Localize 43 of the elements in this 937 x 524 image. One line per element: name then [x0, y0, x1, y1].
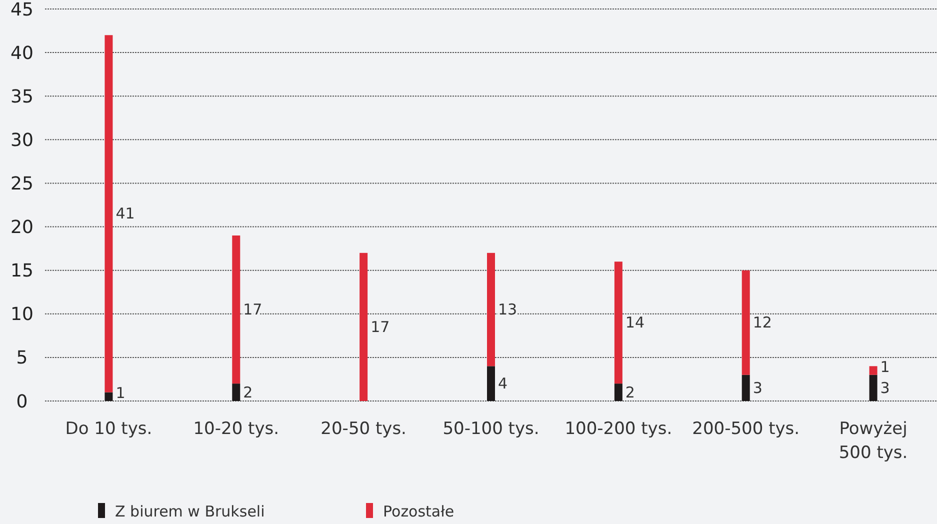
x-tick-label: 20-50 tys. [320, 419, 406, 439]
y-tick-label: 30 [10, 130, 34, 151]
y-tick-label: 10 [10, 304, 34, 326]
data-label: 2 [625, 383, 635, 402]
data-label: 12 [752, 314, 772, 332]
data-label: 3 [880, 378, 890, 397]
bar [360, 252, 368, 401]
data-label: 4 [498, 374, 508, 393]
bar [232, 235, 240, 384]
x-tick-label: 50-100 tys. [442, 419, 540, 439]
y-tick-label: 0 [16, 391, 28, 412]
data-label: 14 [625, 314, 645, 332]
x-tick-label: 10-20 tys. [193, 419, 280, 439]
data-label: 1 [116, 384, 126, 402]
legend-label: Pozostałe [383, 502, 454, 520]
y-tick-label: 20 [10, 217, 34, 238]
y-tick-label: 45 [10, 0, 34, 20]
x-tick-label: 100-200 tys. [564, 419, 672, 439]
bar [614, 384, 622, 401]
data-label: 1 [880, 358, 890, 376]
x-tick-label: Do 10 tys. [65, 419, 152, 439]
y-tick-label: 5 [16, 348, 28, 369]
bar [487, 366, 495, 401]
x-tick-label: 200-500 tys. [692, 419, 800, 439]
bar [104, 392, 113, 401]
bar [869, 366, 878, 375]
data-label: 3 [752, 378, 762, 397]
y-tick-label: 15 [10, 260, 34, 282]
data-label: 2 [243, 383, 253, 402]
y-tick-label: 35 [10, 86, 34, 108]
bar [869, 374, 878, 401]
bar [742, 374, 750, 401]
bar [614, 262, 622, 384]
bar [104, 35, 113, 392]
y-tick-label: 25 [10, 174, 34, 195]
bar [232, 384, 240, 401]
data-label: 17 [370, 318, 390, 336]
bar [742, 270, 750, 375]
x-tick-label: Powyżej 500 tys. [838, 419, 908, 463]
bar [487, 252, 495, 366]
data-label: 41 [116, 204, 135, 223]
y-tick-label: 40 [10, 42, 34, 64]
legend-label: Z biurem w Brukseli [115, 502, 265, 520]
